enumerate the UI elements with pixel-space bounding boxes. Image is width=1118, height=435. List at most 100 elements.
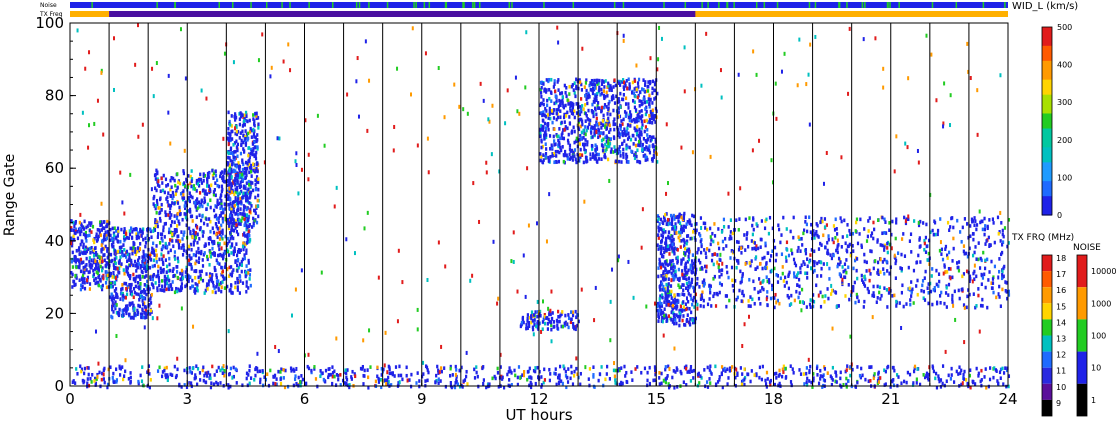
- echo-cell: [759, 237, 762, 242]
- echo-cell: [255, 204, 258, 209]
- echo-cell: [759, 281, 762, 285]
- echo-cell: [109, 233, 112, 238]
- txfreq-bar: [70, 11, 1008, 17]
- echo-cell: [526, 316, 529, 321]
- echo-cell: [158, 283, 161, 288]
- echo-cell: [209, 198, 212, 203]
- echo-cell: [148, 265, 152, 270]
- echo-cell: [984, 224, 987, 228]
- echo-cell: [641, 142, 644, 147]
- echo-cell: [545, 135, 548, 140]
- noise-bar-fleck: [472, 2, 474, 8]
- echo-cell: [230, 124, 233, 128]
- echo-cell: [887, 291, 891, 295]
- echo-cell: [941, 257, 945, 262]
- echo-cell: [205, 207, 208, 212]
- echo-cell: [192, 240, 195, 245]
- echo-cell: [1000, 250, 1004, 255]
- echo-cell: [555, 108, 558, 112]
- echo-cell: [561, 145, 564, 149]
- echo-cell: [167, 283, 170, 288]
- echo-cell: [149, 252, 152, 256]
- echo-cell: [229, 287, 232, 292]
- echo-cell: [236, 285, 239, 289]
- echo-cell: [208, 262, 211, 267]
- echo-cell: [144, 244, 147, 249]
- echo-cell: [662, 271, 665, 276]
- echo-cell: [636, 114, 639, 118]
- echo-cell: [218, 262, 221, 266]
- echo-cell: [956, 265, 959, 270]
- echo-cell: [97, 262, 100, 266]
- echo-cell: [732, 249, 735, 254]
- echo-cell: [855, 220, 858, 225]
- echo-cell: [169, 178, 172, 183]
- echo-cell: [110, 314, 113, 319]
- echo-cell: [564, 114, 568, 118]
- echo-cell: [223, 241, 226, 246]
- echo-cell: [923, 241, 926, 246]
- echo-cell: [859, 375, 862, 380]
- echo-cell: [437, 368, 440, 373]
- echo-cell: [844, 268, 847, 273]
- echo-cell: [606, 364, 609, 369]
- echo-cell: [918, 236, 921, 240]
- echo-cell: [660, 301, 663, 306]
- echo-cell: [249, 180, 252, 185]
- echo-cell: [666, 296, 669, 301]
- echo-cell: [233, 203, 236, 208]
- echo-cell: [85, 249, 88, 254]
- echo-cell: [541, 113, 544, 118]
- echo-cell: [679, 228, 683, 232]
- echo-cell: [247, 261, 250, 265]
- echo-cell: [231, 270, 234, 275]
- echo-cell: [797, 277, 801, 282]
- echo-cell: [531, 325, 534, 330]
- echo-cell: [590, 131, 593, 135]
- noise-bar-fleck: [91, 2, 93, 8]
- echo-cell: [651, 157, 654, 161]
- echo-cell: [236, 191, 239, 196]
- echo-cell: [602, 80, 606, 84]
- echo-cell: [872, 291, 875, 295]
- echo-cell: [805, 366, 808, 370]
- echo-cell: [718, 281, 722, 286]
- echo-cell: [213, 214, 216, 219]
- echo-cell: [162, 267, 165, 272]
- echo-cell: [624, 96, 628, 101]
- echo-cell: [251, 152, 254, 157]
- echo-cell: [852, 288, 855, 293]
- echo-cell: [226, 193, 229, 197]
- echo-cell: [79, 287, 83, 292]
- echo-cell: [198, 213, 201, 218]
- echo-cell: [761, 280, 764, 284]
- echo-cell: [813, 236, 816, 240]
- echo-cell: [858, 232, 861, 236]
- echo-cell: [573, 129, 576, 134]
- echo-cell: [526, 313, 529, 317]
- echo-cell: [160, 374, 164, 379]
- echo-cell: [172, 232, 175, 237]
- echo-cell: [120, 262, 123, 266]
- echo-cell: [700, 296, 704, 300]
- echo-cell: [221, 228, 224, 233]
- echo-cell: [986, 305, 989, 310]
- echo-cell: [720, 268, 724, 272]
- echo-cell: [416, 371, 419, 375]
- echo-cell: [670, 263, 673, 267]
- echo-cell: [657, 236, 660, 240]
- echo-cell: [549, 372, 552, 376]
- echo-cell: [607, 107, 610, 112]
- echo-cell: [88, 233, 91, 238]
- echo-cell: [540, 80, 543, 85]
- echo-cell: [863, 252, 866, 257]
- echo-cell: [850, 293, 853, 298]
- echo-cell: [243, 217, 246, 222]
- noise-bar-fleck: [473, 2, 476, 8]
- echo-cell: [963, 217, 967, 221]
- echo-cell: [532, 368, 536, 373]
- echo-cell: [465, 374, 468, 379]
- echo-cell: [103, 233, 106, 237]
- echo-cell: [147, 364, 151, 368]
- echo-cell: [613, 78, 616, 83]
